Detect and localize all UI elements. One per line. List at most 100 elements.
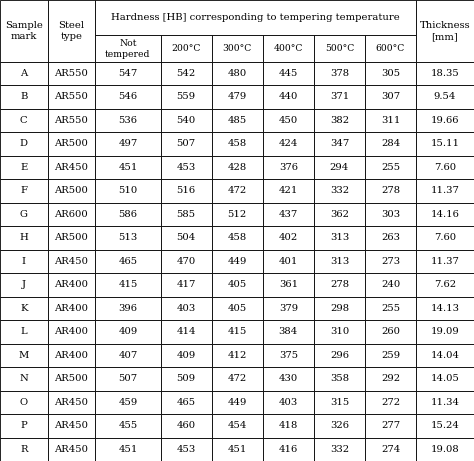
Text: 375: 375 xyxy=(279,351,298,360)
Text: 379: 379 xyxy=(279,304,298,313)
Bar xyxy=(0,132,47,156)
Bar xyxy=(212,390,263,414)
Bar xyxy=(314,156,365,179)
Text: 259: 259 xyxy=(381,351,400,360)
Bar xyxy=(0,320,47,343)
Text: 458: 458 xyxy=(228,140,247,148)
Bar xyxy=(263,367,314,390)
Text: AR450: AR450 xyxy=(55,163,88,172)
Bar xyxy=(314,226,365,250)
Bar xyxy=(161,437,212,461)
Text: 421: 421 xyxy=(279,186,298,195)
Text: 445: 445 xyxy=(279,69,298,78)
Bar xyxy=(314,203,365,226)
Text: A: A xyxy=(20,69,27,78)
Text: 15.24: 15.24 xyxy=(430,421,459,430)
Bar xyxy=(0,203,47,226)
Text: J: J xyxy=(22,280,26,290)
Bar xyxy=(95,35,161,62)
Bar xyxy=(95,250,161,273)
Text: 15.11: 15.11 xyxy=(430,140,459,148)
Text: 326: 326 xyxy=(330,421,349,430)
Text: 547: 547 xyxy=(118,69,137,78)
Text: Sample
mark: Sample mark xyxy=(5,21,43,41)
Text: 497: 497 xyxy=(118,140,137,148)
Text: 600°C: 600°C xyxy=(376,44,405,53)
Text: 485: 485 xyxy=(228,116,247,125)
Text: 440: 440 xyxy=(279,93,298,101)
Bar xyxy=(365,390,416,414)
Text: 9.54: 9.54 xyxy=(434,93,456,101)
Bar xyxy=(365,109,416,132)
Bar xyxy=(365,85,416,109)
Bar xyxy=(0,109,47,132)
Bar xyxy=(47,0,95,62)
Text: 311: 311 xyxy=(381,116,400,125)
Text: 273: 273 xyxy=(381,257,400,266)
Text: 14.04: 14.04 xyxy=(430,351,459,360)
Bar xyxy=(212,156,263,179)
Bar xyxy=(47,320,95,343)
Bar xyxy=(95,226,161,250)
Text: 513: 513 xyxy=(118,233,137,242)
Text: 449: 449 xyxy=(228,398,247,407)
Bar xyxy=(0,367,47,390)
Bar xyxy=(365,179,416,203)
Text: AR450: AR450 xyxy=(55,421,88,430)
Text: 460: 460 xyxy=(177,421,196,430)
Bar xyxy=(161,250,212,273)
Text: AR550: AR550 xyxy=(55,69,88,78)
Bar xyxy=(95,109,161,132)
Text: D: D xyxy=(20,140,28,148)
Text: 479: 479 xyxy=(228,93,247,101)
Text: 409: 409 xyxy=(177,351,196,360)
Bar xyxy=(161,296,212,320)
Text: C: C xyxy=(20,116,27,125)
Bar xyxy=(212,85,263,109)
Text: 458: 458 xyxy=(228,233,247,242)
Bar xyxy=(47,296,95,320)
Text: 384: 384 xyxy=(279,327,298,337)
Bar xyxy=(416,390,474,414)
Text: 7.60: 7.60 xyxy=(434,163,456,172)
Bar xyxy=(263,390,314,414)
Text: 428: 428 xyxy=(228,163,247,172)
Text: 430: 430 xyxy=(279,374,298,383)
Bar xyxy=(212,437,263,461)
Bar xyxy=(365,62,416,85)
Bar xyxy=(95,62,161,85)
Text: 313: 313 xyxy=(330,233,349,242)
Text: Hardness [HB] corresponding to tempering temperature: Hardness [HB] corresponding to tempering… xyxy=(111,13,400,22)
Bar xyxy=(161,156,212,179)
Text: 18.35: 18.35 xyxy=(430,69,459,78)
Bar xyxy=(212,179,263,203)
Text: 11.34: 11.34 xyxy=(430,398,459,407)
Text: AR500: AR500 xyxy=(55,140,88,148)
Bar xyxy=(212,343,263,367)
Bar xyxy=(416,156,474,179)
Bar xyxy=(161,226,212,250)
Text: N: N xyxy=(19,374,28,383)
Bar xyxy=(263,226,314,250)
Bar xyxy=(314,390,365,414)
Bar xyxy=(161,132,212,156)
Bar xyxy=(212,296,263,320)
Text: 409: 409 xyxy=(118,327,137,337)
Bar xyxy=(95,414,161,437)
Text: 347: 347 xyxy=(330,140,349,148)
Text: 382: 382 xyxy=(330,116,349,125)
Bar xyxy=(47,132,95,156)
Text: 278: 278 xyxy=(330,280,349,290)
Bar xyxy=(263,414,314,437)
Text: 472: 472 xyxy=(228,374,247,383)
Text: 585: 585 xyxy=(177,210,196,219)
Text: AR550: AR550 xyxy=(55,93,88,101)
Text: 14.05: 14.05 xyxy=(430,374,459,383)
Text: L: L xyxy=(20,327,27,337)
Bar xyxy=(314,367,365,390)
Text: 437: 437 xyxy=(279,210,298,219)
Bar xyxy=(263,179,314,203)
Text: 509: 509 xyxy=(177,374,196,383)
Text: 449: 449 xyxy=(228,257,247,266)
Bar xyxy=(212,273,263,296)
